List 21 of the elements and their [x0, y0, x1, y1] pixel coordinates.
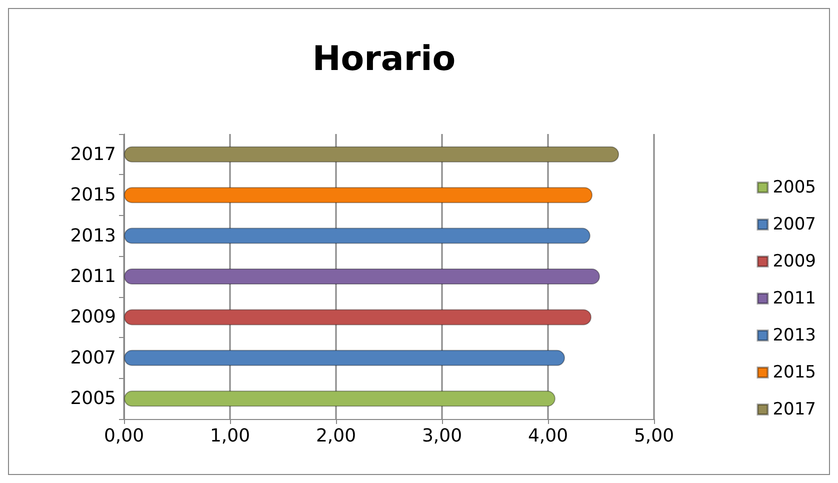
legend-label: 2013 — [772, 326, 816, 346]
y-tick-label: 2011 — [70, 266, 116, 287]
y-tick-label: 2015 — [70, 184, 116, 206]
y-tick-label: 2005 — [70, 388, 116, 410]
x-tick-label: 5,00 — [634, 426, 674, 446]
y-tick-label: 2017 — [70, 144, 116, 165]
x-tick-label: 3,00 — [422, 426, 462, 446]
y-tick-label: 2009 — [70, 306, 116, 328]
y-tick-label: 2007 — [70, 347, 116, 368]
x-tick-label: 1,00 — [210, 426, 250, 446]
x-tick-label: 0,00 — [104, 426, 144, 446]
legend-label: 2007 — [772, 214, 816, 234]
legend-label: 2011 — [772, 288, 816, 308]
x-tick-label: 2,00 — [316, 426, 356, 446]
chart-title: Horario — [312, 39, 456, 79]
legend-label: 2005 — [772, 178, 816, 198]
legend-label: 2009 — [772, 252, 816, 272]
legend-label: 2017 — [772, 400, 816, 420]
legend-label: 2015 — [772, 362, 816, 382]
y-tick-label: 2013 — [70, 225, 116, 246]
x-tick-label: 4,00 — [528, 426, 568, 446]
